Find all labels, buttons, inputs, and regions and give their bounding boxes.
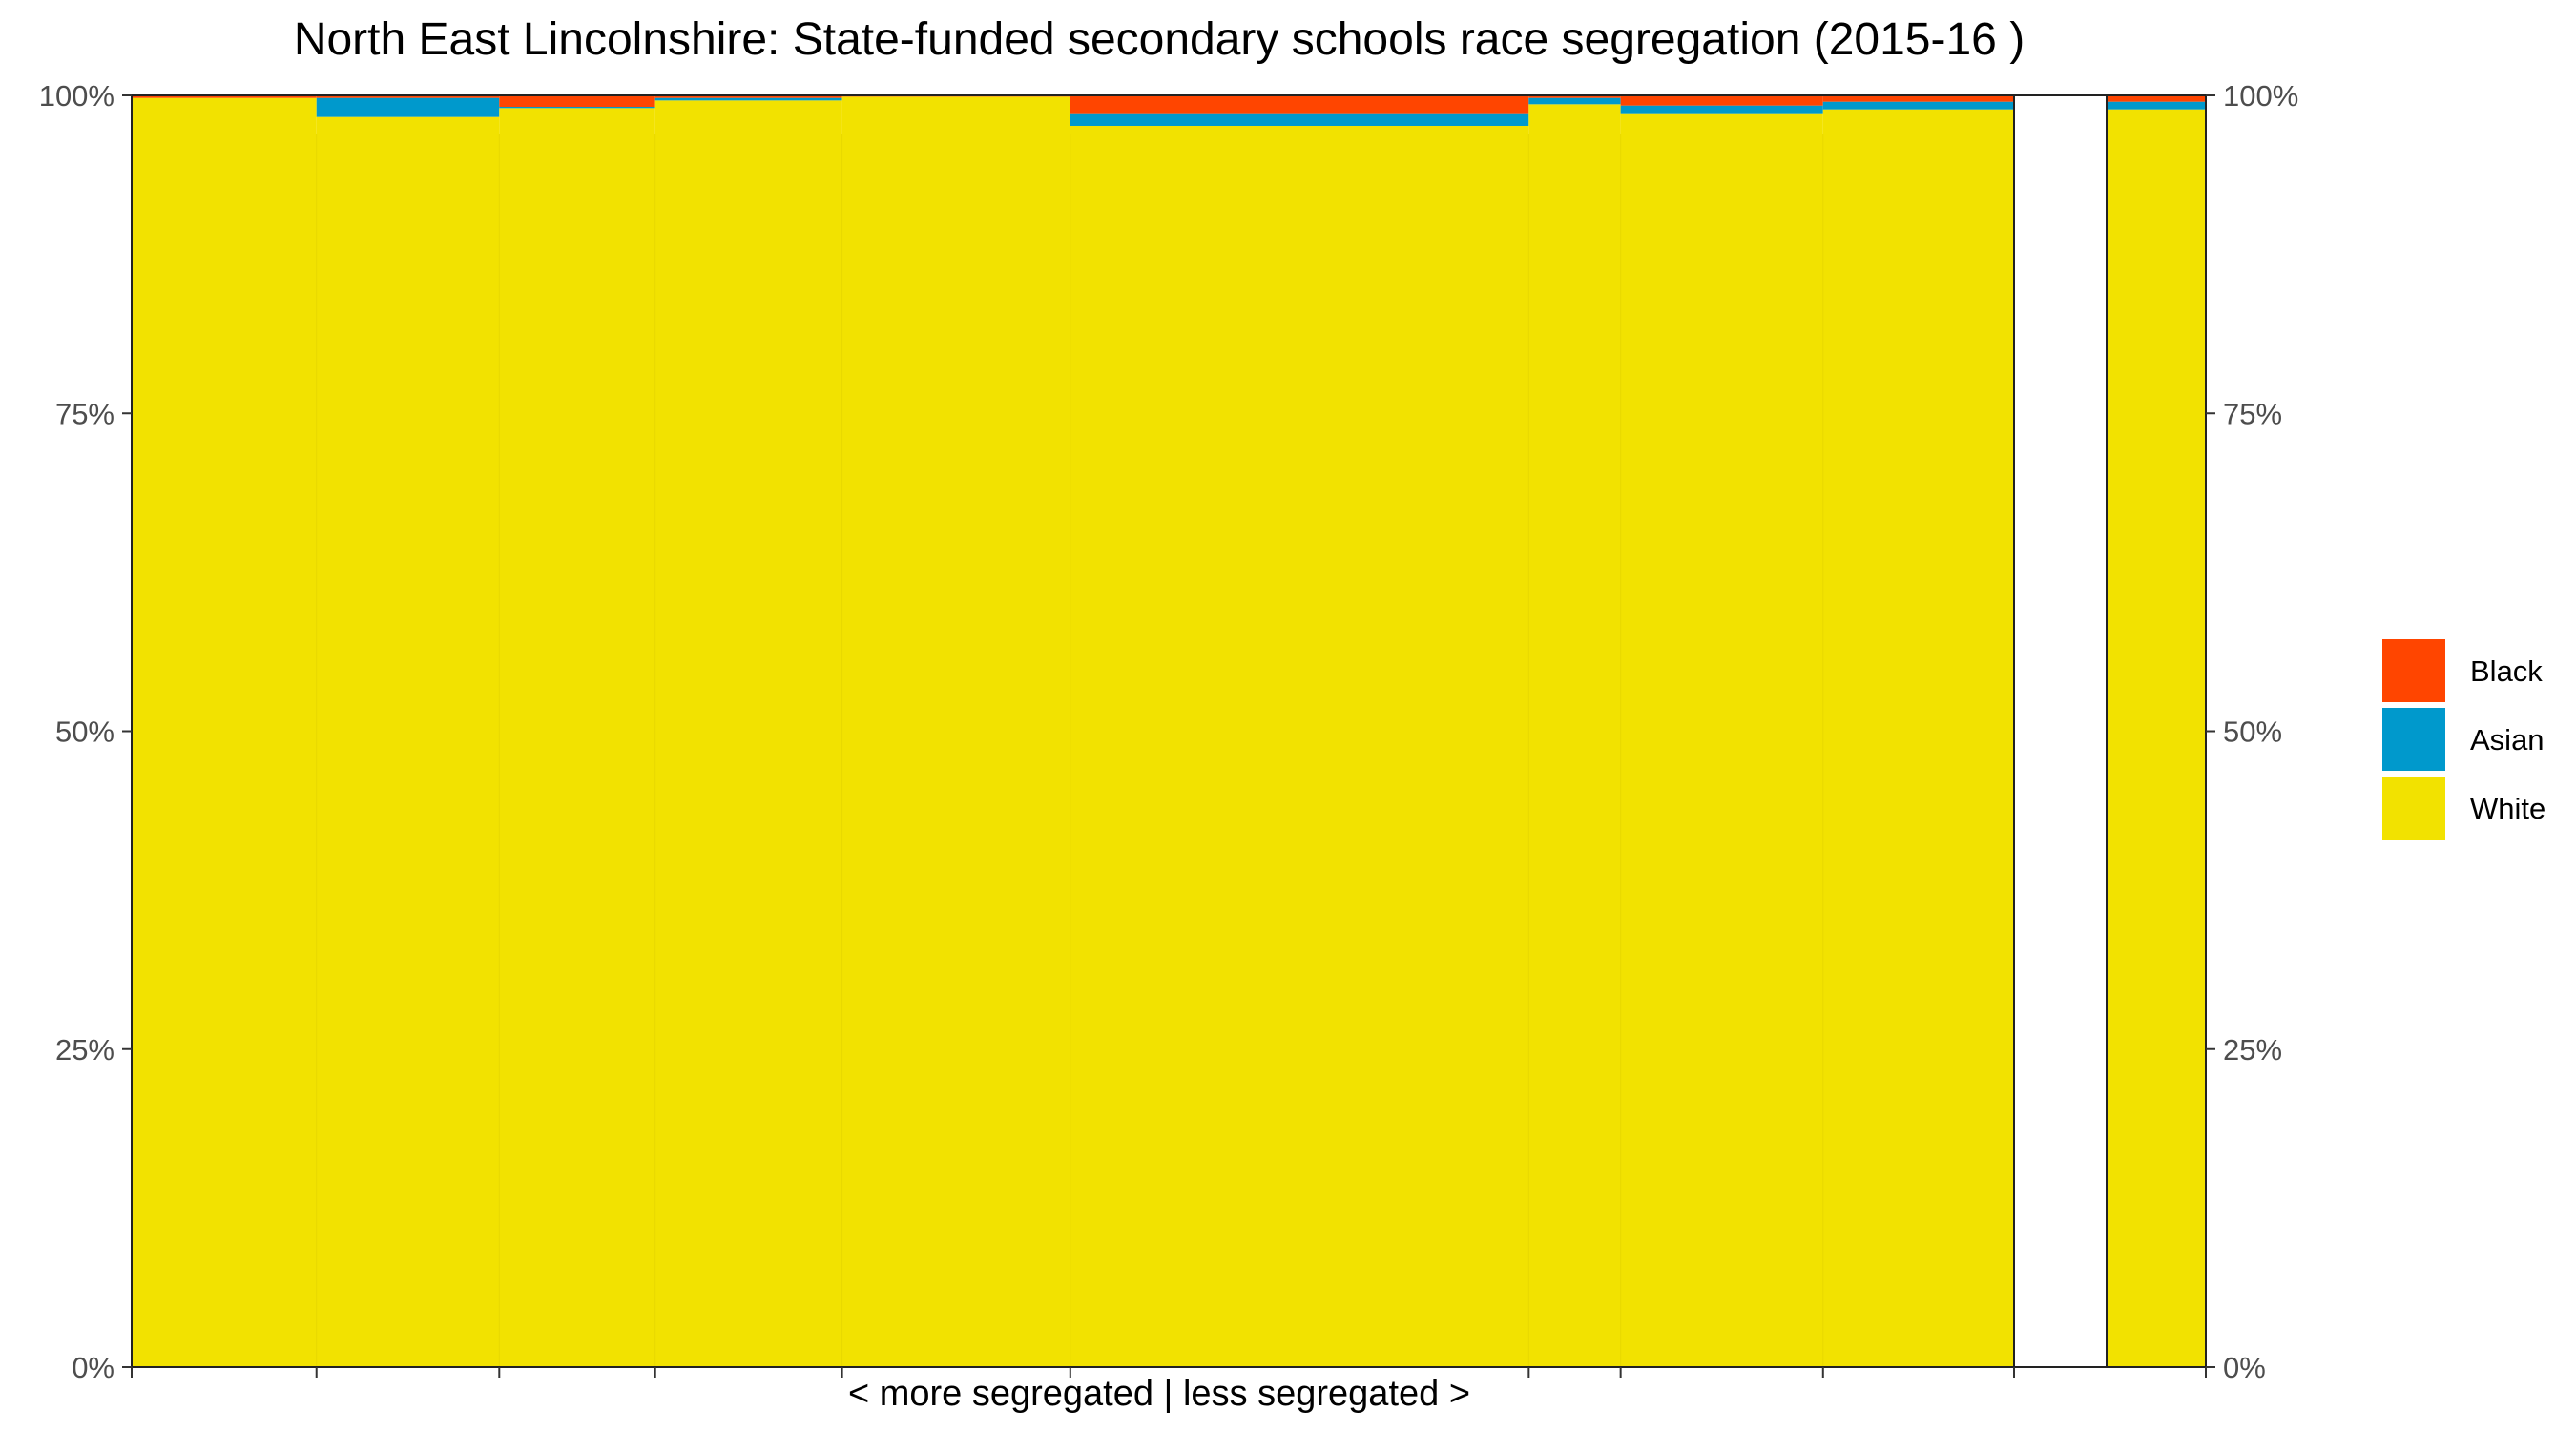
chart-title: North East Lincolnshire: State-funded se…	[294, 14, 2025, 65]
legend-label-white: White	[2470, 792, 2545, 825]
overall-white-segment	[2107, 109, 2206, 1368]
school-6-asian-segment	[1070, 113, 1529, 126]
y-tick-label-left: 100%	[39, 79, 114, 113]
school-8-black-segment	[1620, 95, 1823, 106]
school-6-black-segment	[1070, 95, 1529, 114]
school-4-black-segment	[654, 95, 842, 98]
legend-swatch-black	[2382, 639, 2445, 702]
gap-panel-border	[2013, 94, 2108, 1368]
legend-label-black: Black	[2470, 654, 2543, 688]
school-9-black-segment	[1822, 95, 2014, 102]
school-7-asian-segment	[1528, 97, 1621, 105]
axes: 0% 0% 25% 25% 50% 50% 75% 75% 100% 100%	[39, 79, 2299, 1384]
legend: Black Asian White	[2382, 639, 2545, 840]
y-tick-label-left: 75%	[55, 397, 114, 430]
school-2-asian-segment	[316, 97, 500, 117]
y-tick-label-right: 0%	[2223, 1351, 2266, 1384]
y-tick-label-left: 50%	[55, 716, 114, 749]
school-8-white-segment	[1620, 113, 1823, 1368]
school-1-black-segment	[132, 95, 317, 98]
plot-area	[132, 95, 2206, 1368]
y-tick-label-right: 50%	[2223, 716, 2282, 749]
y-tick-label-right: 75%	[2223, 397, 2282, 430]
legend-swatch-asian	[2382, 708, 2445, 771]
school-3-white-segment	[499, 108, 655, 1368]
school-5-white-segment	[841, 96, 1070, 1367]
overall-asian-segment	[2107, 101, 2206, 110]
school-9-asian-segment	[1822, 101, 2014, 110]
legend-label-asian: Asian	[2470, 723, 2545, 757]
school-7-white-segment	[1528, 104, 1621, 1367]
school-4-asian-segment	[654, 97, 842, 101]
school-2-black-segment	[316, 95, 500, 98]
y-tick-label-right: 25%	[2223, 1033, 2282, 1067]
overall-black-segment	[2107, 95, 2206, 102]
y-tick-label-left: 0%	[72, 1351, 114, 1384]
y-tick-label-right: 100%	[2223, 79, 2298, 113]
school-4-white-segment	[654, 100, 842, 1367]
school-8-asian-segment	[1620, 105, 1823, 114]
x-axis-title: < more segregated | less segregated >	[848, 1374, 1470, 1414]
legend-swatch-white	[2382, 777, 2445, 840]
school-6-white-segment	[1070, 125, 1529, 1368]
school-7-black-segment	[1528, 95, 1621, 98]
school-1-white-segment	[132, 97, 317, 1367]
school-3-asian-segment	[499, 106, 655, 109]
school-3-black-segment	[499, 95, 655, 107]
y-tick-label-left: 25%	[55, 1033, 114, 1067]
school-2-white-segment	[316, 116, 500, 1367]
school-9-white-segment	[1822, 109, 2014, 1368]
